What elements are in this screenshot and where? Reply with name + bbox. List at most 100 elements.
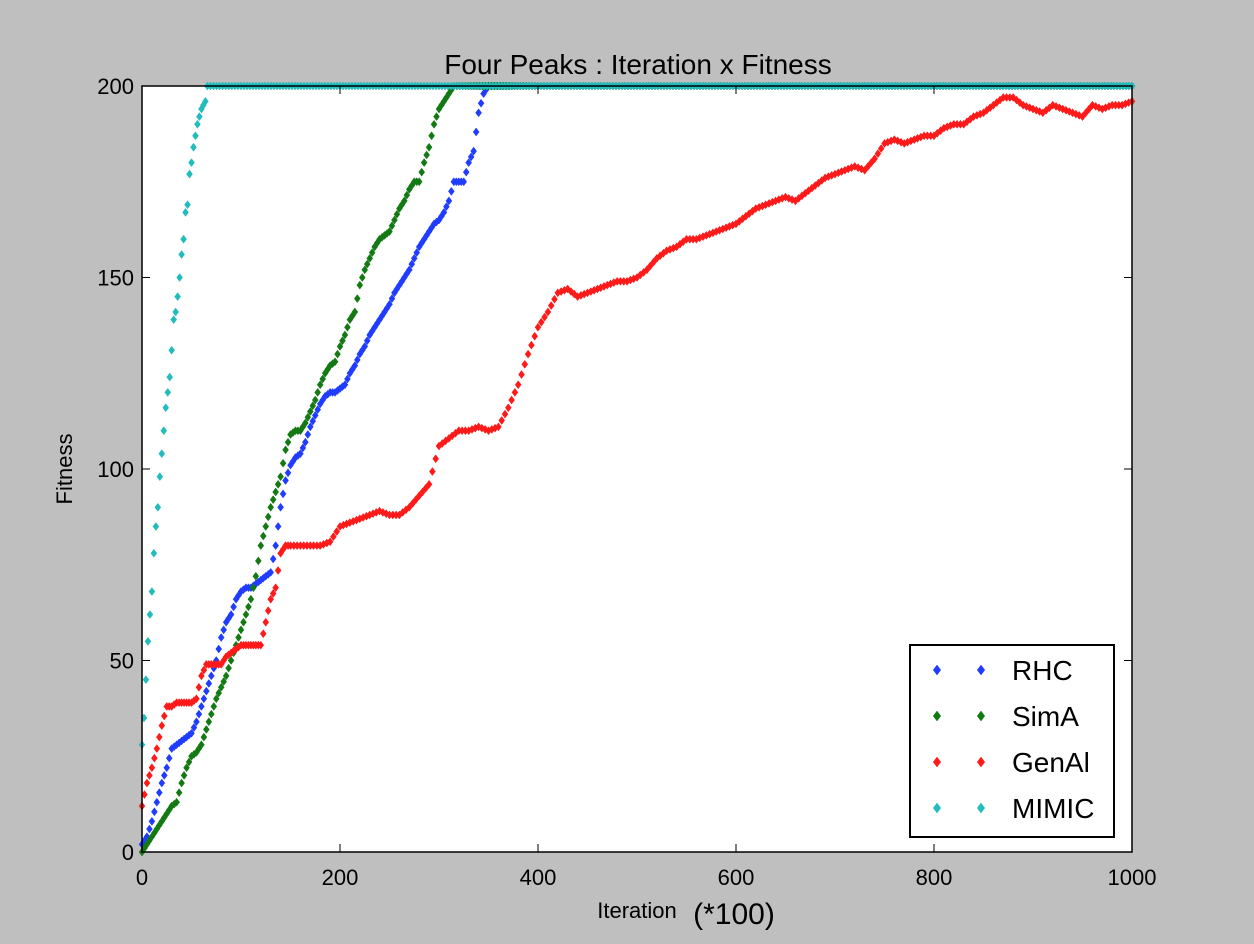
data-point-interp [200,694,208,704]
data-point [184,200,191,210]
data-point [272,583,279,593]
data-point [504,403,512,413]
data-point [386,227,393,236]
data-point [192,131,199,141]
data-point [193,694,200,704]
data-point [336,342,344,351]
data-point [302,437,309,447]
data-point [193,717,200,727]
data-point [425,479,433,489]
data-point [311,410,319,420]
data-point [262,522,270,531]
legend-marker-genal [976,756,986,768]
x-axis-ticks: 0 200 400 600 800 1000 [136,86,1156,890]
y-tick-label: 50 [110,649,134,674]
data-point-interp [363,259,371,269]
data-point [445,196,453,206]
data-point [247,594,255,604]
x-tick-label: 400 [520,865,557,890]
data-point [190,142,197,152]
data-point [198,671,205,681]
data-point [166,372,174,382]
data-point-interp [230,602,237,612]
data-point-interp [368,248,376,258]
data-point [198,740,205,750]
data-point-interp [210,702,218,711]
data-point [475,108,482,118]
data-point [158,449,166,459]
data-point [306,407,314,416]
data-point-interp [472,127,480,137]
legend-marker-rhc [932,664,942,676]
data-point-interp [330,532,337,542]
data-point-interp [518,370,525,379]
data-point-interp [284,437,292,447]
data-point-interp [413,248,421,258]
data-point-interp [358,273,366,282]
data-point [168,345,176,355]
x-axis-label: Iteration [597,898,677,923]
data-point [267,594,275,604]
data-point-interp [235,633,242,642]
data-point [176,273,183,282]
data-point-interp [299,443,307,453]
data-point [188,728,195,738]
data-point [297,449,304,459]
data-point-interp [245,602,252,612]
data-point-interp [501,409,509,419]
data-point-interp [151,753,158,763]
data-point [186,169,193,179]
data-point-interp [339,336,346,346]
data-point-interp [393,209,401,219]
data-point-interp [269,589,277,598]
data-point-interp [354,355,361,365]
data-point-interp [175,788,183,798]
data-point [415,177,423,187]
y-tick-label: 0 [122,840,134,865]
data-point [391,215,398,225]
data-point-interp [146,824,153,834]
data-point-interp [255,556,262,566]
data-point [207,671,215,681]
data-point [410,253,418,263]
data-point [430,119,438,129]
data-point [267,502,275,512]
data-point [227,610,235,619]
data-point-interp [547,301,555,311]
data-point-interp [220,677,227,686]
data-point [386,299,393,309]
data-point [143,778,151,788]
data-point-interp [443,202,450,212]
data-point-interp [279,489,287,499]
data-point-interp [284,468,292,478]
data-point-interp [195,682,203,692]
data-point [871,154,878,164]
data-point-interp [354,294,361,303]
data-point [183,763,190,773]
data-point [331,357,339,367]
data-point [173,797,180,807]
data-point [257,541,265,551]
data-point [142,675,150,685]
data-point-interp [344,374,351,384]
data-point-interp [205,717,213,727]
data-point [361,265,369,275]
data-point-interp [333,527,341,536]
y-tick-label: 200 [97,74,134,99]
data-point [156,472,164,482]
data-point [366,253,374,263]
legend: RHC SimA GenAl MIMIC [909,644,1115,838]
data-point [146,610,154,619]
data-point-interp [537,317,545,327]
data-point [326,537,334,547]
data-point [341,380,349,390]
data-point-interp [528,340,535,350]
data-point [217,682,225,692]
data-point [465,158,473,168]
data-point [148,587,156,596]
data-point-interp [462,167,470,177]
data-point [524,349,532,359]
data-point [154,502,162,512]
legend-marker-mimic [932,802,942,814]
data-point [217,633,225,642]
